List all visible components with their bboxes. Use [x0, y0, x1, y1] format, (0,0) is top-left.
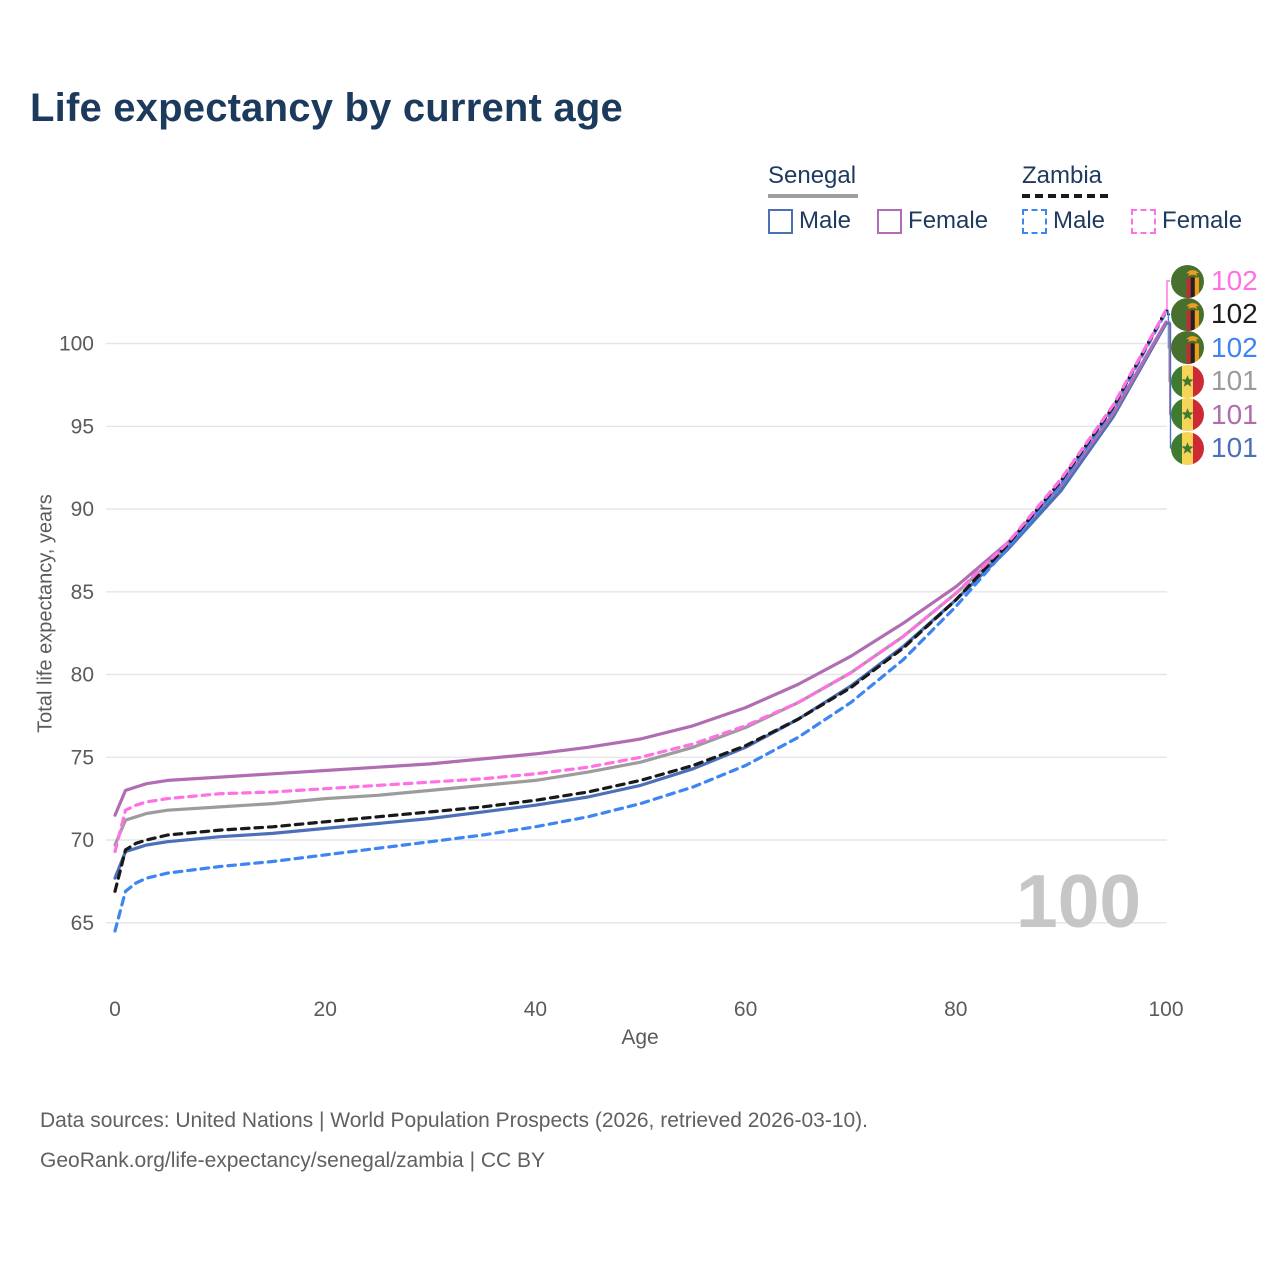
end-label-value: 101: [1211, 365, 1258, 397]
series-line-zambia-female: [113, 308, 1168, 854]
y-tick-label: 100: [59, 333, 94, 356]
end-label-value: 102: [1211, 298, 1258, 330]
series-line-zambia-total: [113, 308, 1168, 893]
end-label-senegal-male: 101: [1171, 432, 1258, 465]
series-line-senegal-total: [113, 322, 1168, 847]
legend-item-zambia-male[interactable]: Male: [1022, 207, 1105, 235]
gridlines-and-ticks: 65 70 75 80 85 90 95 100 0 20 40 60 80 100: [59, 333, 1184, 1022]
zambia-flag-icon: [1171, 298, 1204, 331]
series-line-senegal-female: [113, 320, 1168, 817]
end-label-zambia-male: 102: [1171, 331, 1258, 364]
senegal-flag-icon: [1171, 432, 1204, 465]
legend-item-senegal-female[interactable]: Female: [877, 207, 988, 235]
legend-item-senegal-male[interactable]: Male: [768, 207, 851, 235]
zambia-male-swatch: [1022, 208, 1047, 234]
legend-item-label: Female: [1162, 207, 1243, 234]
end-label-connectors: [1166, 280, 1172, 449]
end-label-connector: [1166, 322, 1172, 449]
legend-header-senegal: Senegal: [768, 162, 988, 198]
legend-header-senegal-label: Senegal: [768, 162, 857, 189]
legend-header-zambia-label: Zambia: [1022, 162, 1103, 189]
x-tick-label: 100: [1148, 998, 1183, 1021]
legend-group-zambia: Zambia Male Female: [1022, 162, 1242, 235]
legend-items-senegal: Male Female: [768, 207, 988, 235]
y-tick-label: 95: [71, 415, 94, 438]
zambia-flag-icon: [1171, 331, 1204, 364]
footer-data-sources: Data sources: United Nations | World Pop…: [40, 1109, 869, 1132]
y-tick-label: 85: [71, 581, 94, 604]
legend-item-label: Male: [799, 207, 852, 234]
zambia-underline: [1022, 194, 1109, 198]
end-label-value: 101: [1211, 398, 1258, 430]
senegal-flag-icon: [1171, 365, 1204, 398]
footer: Data sources: United Nations | World Pop…: [40, 1101, 868, 1181]
legend-header-zambia: Zambia: [1022, 162, 1242, 198]
end-label-senegal-total: 101: [1171, 365, 1258, 398]
y-tick-label: 75: [71, 746, 94, 769]
end-label-value: 102: [1211, 331, 1258, 363]
legend-group-senegal: Senegal Male Female: [768, 162, 988, 235]
y-tick-label: 90: [71, 498, 94, 521]
end-label-senegal-female: 101: [1171, 398, 1258, 431]
senegal-male-swatch: [768, 208, 793, 234]
x-tick-label: 0: [109, 998, 121, 1021]
legend-item-label: Male: [1053, 207, 1106, 234]
end-label-zambia-female: 102: [1171, 265, 1258, 298]
senegal-flag-icon: [1171, 398, 1204, 431]
footer-attribution: GeoRank.org/life-expectancy/senegal/zamb…: [40, 1149, 546, 1172]
legend-items-zambia: Male Female: [1022, 207, 1242, 235]
senegal-underline: [768, 194, 858, 198]
line-series: [113, 308, 1168, 933]
chart-title: Life expectancy by current age: [30, 86, 623, 130]
x-tick-label: 80: [944, 998, 967, 1021]
end-label-value: 101: [1211, 432, 1258, 463]
end-label-zambia-total: 102: [1171, 298, 1258, 331]
x-tick-label: 60: [734, 998, 757, 1021]
series-line-zambia-male: [113, 310, 1168, 933]
x-tick-label: 20: [314, 998, 337, 1021]
legend-item-label: Female: [908, 207, 989, 234]
end-label-connector: [1166, 280, 1170, 312]
zambia-female-swatch: [1131, 208, 1157, 234]
series-line-senegal-male: [113, 322, 1168, 880]
zambia-flag-icon: [1171, 265, 1204, 298]
legend-item-zambia-female[interactable]: Female: [1131, 207, 1242, 235]
senegal-female-swatch: [877, 208, 903, 234]
y-tick-label: 80: [71, 664, 94, 687]
x-tick-label: 40: [524, 998, 547, 1021]
y-tick-label: 70: [71, 829, 94, 852]
x-axis-title: Age: [621, 1026, 659, 1049]
y-tick-label: 65: [71, 912, 94, 935]
end-label-value: 102: [1211, 265, 1258, 296]
age-counter-watermark: 100: [1016, 859, 1142, 943]
